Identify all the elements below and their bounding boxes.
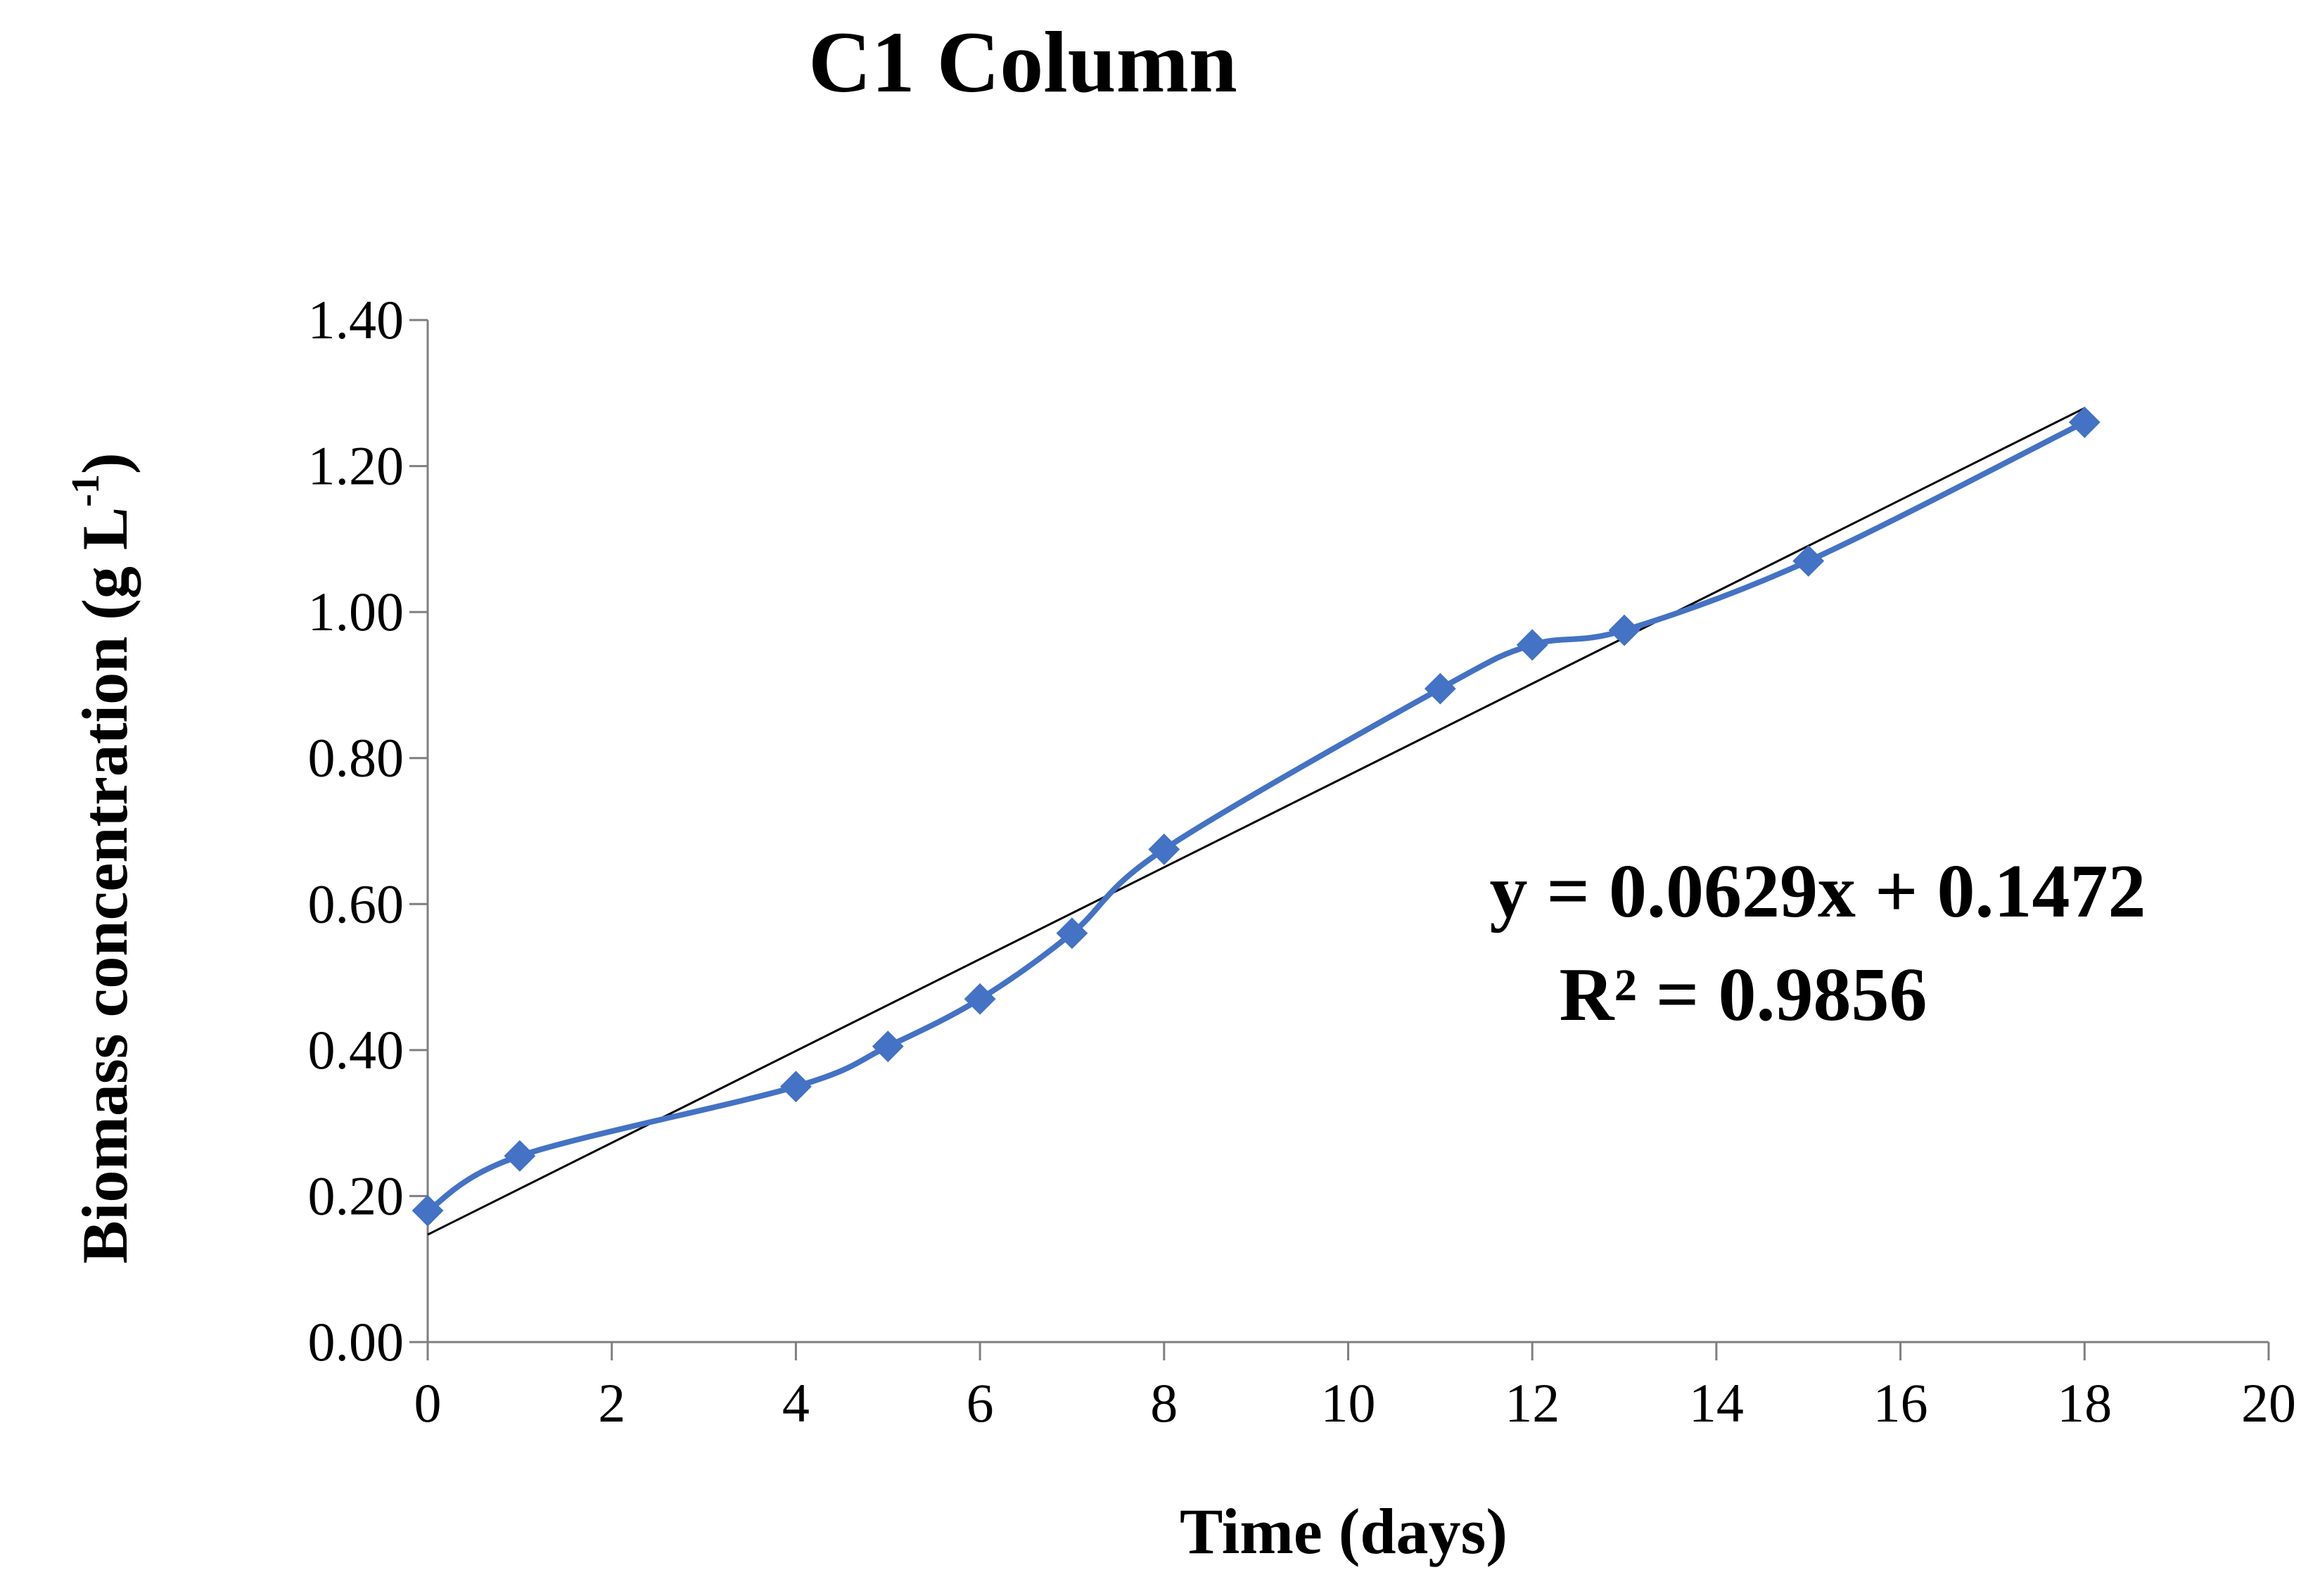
x-tick-label: 10: [1321, 1372, 1376, 1434]
data-point: [1148, 834, 1180, 865]
data-point: [2068, 406, 2101, 438]
x-tick-label: 14: [1689, 1372, 1744, 1434]
x-tick-label: 2: [598, 1372, 625, 1434]
data-point: [1792, 545, 1825, 577]
series-line-biomass: [426, 419, 2086, 1213]
y-tick-label: 0.20: [308, 1165, 404, 1226]
y-tick-label: 0.60: [308, 873, 404, 934]
y-tick-label: 1.00: [308, 581, 404, 642]
x-tick-label: 8: [1150, 1372, 1178, 1434]
data-point: [964, 983, 996, 1015]
y-tick-label: 0.40: [308, 1019, 404, 1080]
y-tick-label: 0.00: [308, 1311, 404, 1372]
data-point: [779, 1071, 812, 1103]
x-ticks: 0 2 4 6 8 10 12 14 16 18 20: [414, 1342, 2296, 1434]
chart-title: C1 Column: [808, 14, 1237, 110]
x-tick-label: 12: [1505, 1372, 1560, 1434]
x-tick-label: 4: [782, 1372, 810, 1434]
trendline: [427, 407, 2085, 1236]
data-point: [504, 1139, 536, 1172]
x-tick-label: 0: [414, 1372, 442, 1434]
r-squared-label: R² = 0.9856: [1560, 953, 1927, 1037]
trendline-equation: y = 0.0629x + 0.1472: [1489, 850, 2146, 933]
series-markers: [412, 406, 2101, 1227]
x-tick-label: 18: [2057, 1372, 2112, 1434]
data-point: [872, 1030, 904, 1063]
data-point: [412, 1194, 444, 1227]
y-axis-title-superscript: -1: [64, 474, 108, 507]
data-point: [1608, 614, 1640, 646]
y-tick-label: 1.20: [308, 435, 404, 497]
y-tick-label: 1.40: [308, 289, 404, 350]
y-axis-title: Biomass concentration (g L-1): [64, 452, 141, 1263]
data-point: [1516, 629, 1548, 661]
y-axis-title-close: ): [69, 452, 141, 474]
y-ticks: 0.00 0.20 0.40 0.60 0.80 1.00 1.20 1.40: [308, 289, 428, 1372]
y-axis-title-main: Biomass concentration (g L: [69, 507, 141, 1264]
x-tick-label: 16: [1873, 1372, 1928, 1434]
x-axis-title: Time (days): [1180, 1495, 1508, 1567]
svg-text:Biomass concentration (g L-1): Biomass concentration (g L-1): [64, 452, 141, 1263]
x-tick-label: 6: [967, 1372, 994, 1434]
data-point: [1424, 672, 1456, 705]
x-tick-label: 20: [2241, 1372, 2296, 1434]
data-point: [1056, 917, 1088, 950]
y-tick-label: 0.80: [308, 727, 404, 789]
